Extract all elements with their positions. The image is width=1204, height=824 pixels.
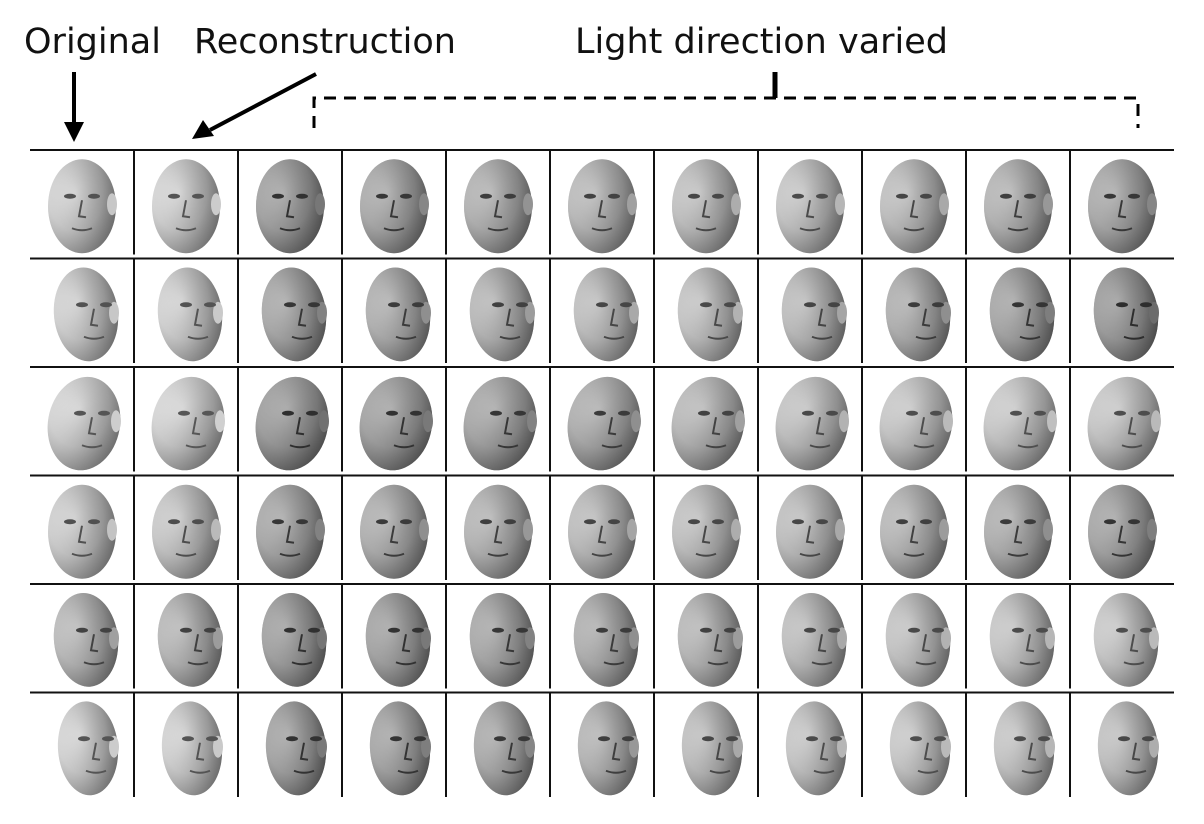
face-image [369,701,431,796]
face-image [256,484,325,579]
face-image [464,484,533,579]
face-row [53,258,1159,363]
face-image [984,159,1053,254]
face-image [672,484,741,579]
face-image [677,592,743,687]
face-image [359,376,433,471]
face-image [1093,592,1159,687]
label-original: Original [24,22,161,62]
face-image [993,701,1055,796]
face-image [889,701,951,796]
face-image [365,267,431,362]
face-image [879,376,953,471]
face-image [781,267,847,362]
face-row [48,150,1157,255]
face-image [671,376,745,471]
label-reconstruction: Reconstruction [194,22,456,62]
face-image [365,592,431,687]
face-image [775,376,849,471]
face-image [880,484,949,579]
face-image [360,159,429,254]
face-image [469,592,535,687]
label-light-direction-varied: Light direction varied [575,22,948,62]
face-image [568,484,637,579]
face-grid [30,149,1174,797]
face-image [1088,484,1157,579]
face-image [776,484,845,579]
face-image [989,592,1055,687]
face-image [57,701,119,796]
face-image [48,159,117,254]
face-image [261,592,327,687]
face-image [53,592,119,687]
light-varied-bracket [312,72,1140,128]
face-image [577,701,639,796]
face-image [53,267,119,362]
face-image [161,701,223,796]
face-image [256,159,325,254]
face-image [781,592,847,687]
arrow-reconstruction [192,72,317,139]
face-image [989,267,1055,362]
face-image [1097,701,1159,796]
face-image [681,701,743,796]
face-image [776,159,845,254]
face-image [983,376,1057,471]
face-image [573,592,639,687]
face-row [48,475,1157,580]
face-image [1093,267,1159,362]
face-image [885,267,951,362]
face-image [152,159,221,254]
arrow-original [64,72,84,142]
face-row [57,692,1159,797]
face-image [47,376,121,471]
face-image [463,376,537,471]
face-image [157,267,223,362]
face-image [677,267,743,362]
face-image [151,376,225,471]
face-image [880,159,949,254]
face-image [785,701,847,796]
face-image [885,592,951,687]
face-image [48,484,117,579]
face-image [672,159,741,254]
face-row [47,367,1161,472]
face-image [261,267,327,362]
face-image [984,484,1053,579]
face-image [265,701,327,796]
face-image [567,376,641,471]
face-image [255,376,329,471]
face-row [53,584,1159,689]
face-image [464,159,533,254]
face-image [1087,376,1161,471]
face-image [473,701,535,796]
face-image [152,484,221,579]
face-image [568,159,637,254]
face-image [469,267,535,362]
face-image [573,267,639,362]
face-image [157,592,223,687]
face-image [1088,159,1157,254]
face-image [360,484,429,579]
